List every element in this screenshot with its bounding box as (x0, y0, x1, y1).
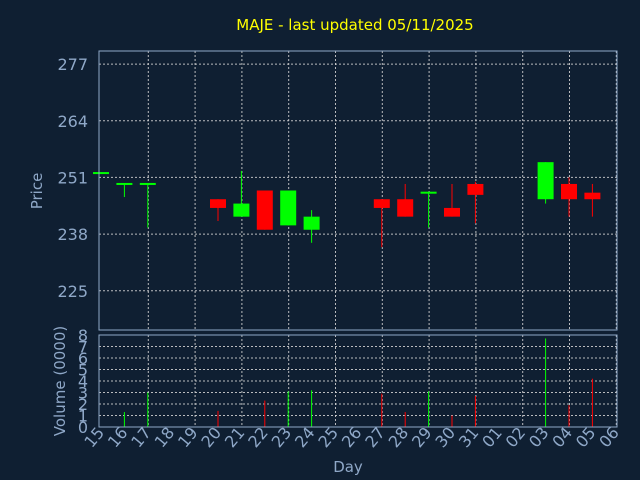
x-tick-label: 06 (595, 423, 623, 451)
x-tick-label: 01 (478, 423, 506, 451)
candle-body (373, 199, 390, 208)
volume-grid (99, 334, 617, 428)
x-tick-label: 20 (197, 423, 225, 451)
candle-body (93, 172, 109, 175)
x-axis-ticks: 1516171819202122232425262728293031010203… (80, 423, 622, 451)
candle-body (233, 203, 250, 217)
x-tick-label: 16 (104, 423, 132, 451)
x-tick-label: 23 (268, 423, 296, 451)
x-tick-label: 04 (548, 423, 576, 451)
candle-body (116, 182, 133, 185)
x-axis-label: Day (333, 458, 363, 476)
volume-bars (123, 338, 593, 427)
candle-body (467, 183, 484, 195)
candle-body (420, 191, 437, 194)
candle-body (584, 192, 601, 200)
price-tick-label: 264 (57, 112, 88, 131)
x-tick-label: 03 (525, 423, 553, 451)
price-tick-label: 225 (57, 282, 88, 301)
volume-tick-label: 3 (78, 384, 88, 403)
volume-panel-frame (98, 334, 618, 428)
candle-body (303, 216, 320, 230)
price-panel-frame (98, 50, 618, 331)
x-tick-label: 22 (244, 423, 272, 451)
candle-body (256, 190, 273, 230)
x-tick-label: 28 (385, 423, 413, 451)
candle-body (139, 182, 156, 185)
volume-tick-label: 1 (78, 407, 88, 426)
volume-axis-label: Volume (0000) (51, 326, 69, 436)
x-tick-label: 05 (572, 423, 600, 451)
x-tick-label: 27 (361, 423, 389, 451)
candle-body (397, 199, 414, 217)
x-tick-label: 25 (314, 423, 342, 451)
candle-body (444, 207, 460, 217)
candle-body (537, 162, 554, 200)
volume-tick-label: 6 (78, 349, 88, 368)
x-tick-label: 29 (408, 423, 436, 451)
x-tick-label: 17 (127, 423, 155, 451)
price-grid (99, 51, 617, 330)
price-tick-label: 251 (57, 168, 88, 187)
volume-tick-label: 5 (78, 361, 88, 380)
x-tick-label: 02 (502, 423, 530, 451)
x-tick-label: 18 (151, 423, 179, 451)
candle-body (561, 183, 577, 200)
candle-body (280, 190, 297, 226)
x-tick-label: 19 (174, 423, 202, 451)
x-tick-label: 24 (291, 423, 319, 451)
volume-tick-label: 2 (78, 395, 88, 414)
volume-tick-label: 4 (78, 372, 88, 391)
x-tick-label: 26 (338, 423, 366, 451)
price-tick-label: 277 (57, 55, 88, 74)
candle-body (210, 199, 226, 208)
volume-tick-label: 7 (78, 338, 88, 357)
volume-tick-label: 0 (78, 418, 88, 437)
price-tick-label: 238 (57, 225, 88, 244)
volume-tick-label: 8 (78, 326, 88, 345)
chart-title: MAJE - last updated 05/11/2025 (236, 16, 473, 34)
price-axis-ticks: 225 238 251 264 277 (57, 55, 88, 301)
x-tick-label: 30 (431, 423, 459, 451)
x-tick-label: 21 (221, 423, 249, 451)
price-axis-label: Price (28, 173, 46, 210)
price-candles (93, 162, 601, 248)
x-tick-label: 31 (455, 423, 483, 451)
